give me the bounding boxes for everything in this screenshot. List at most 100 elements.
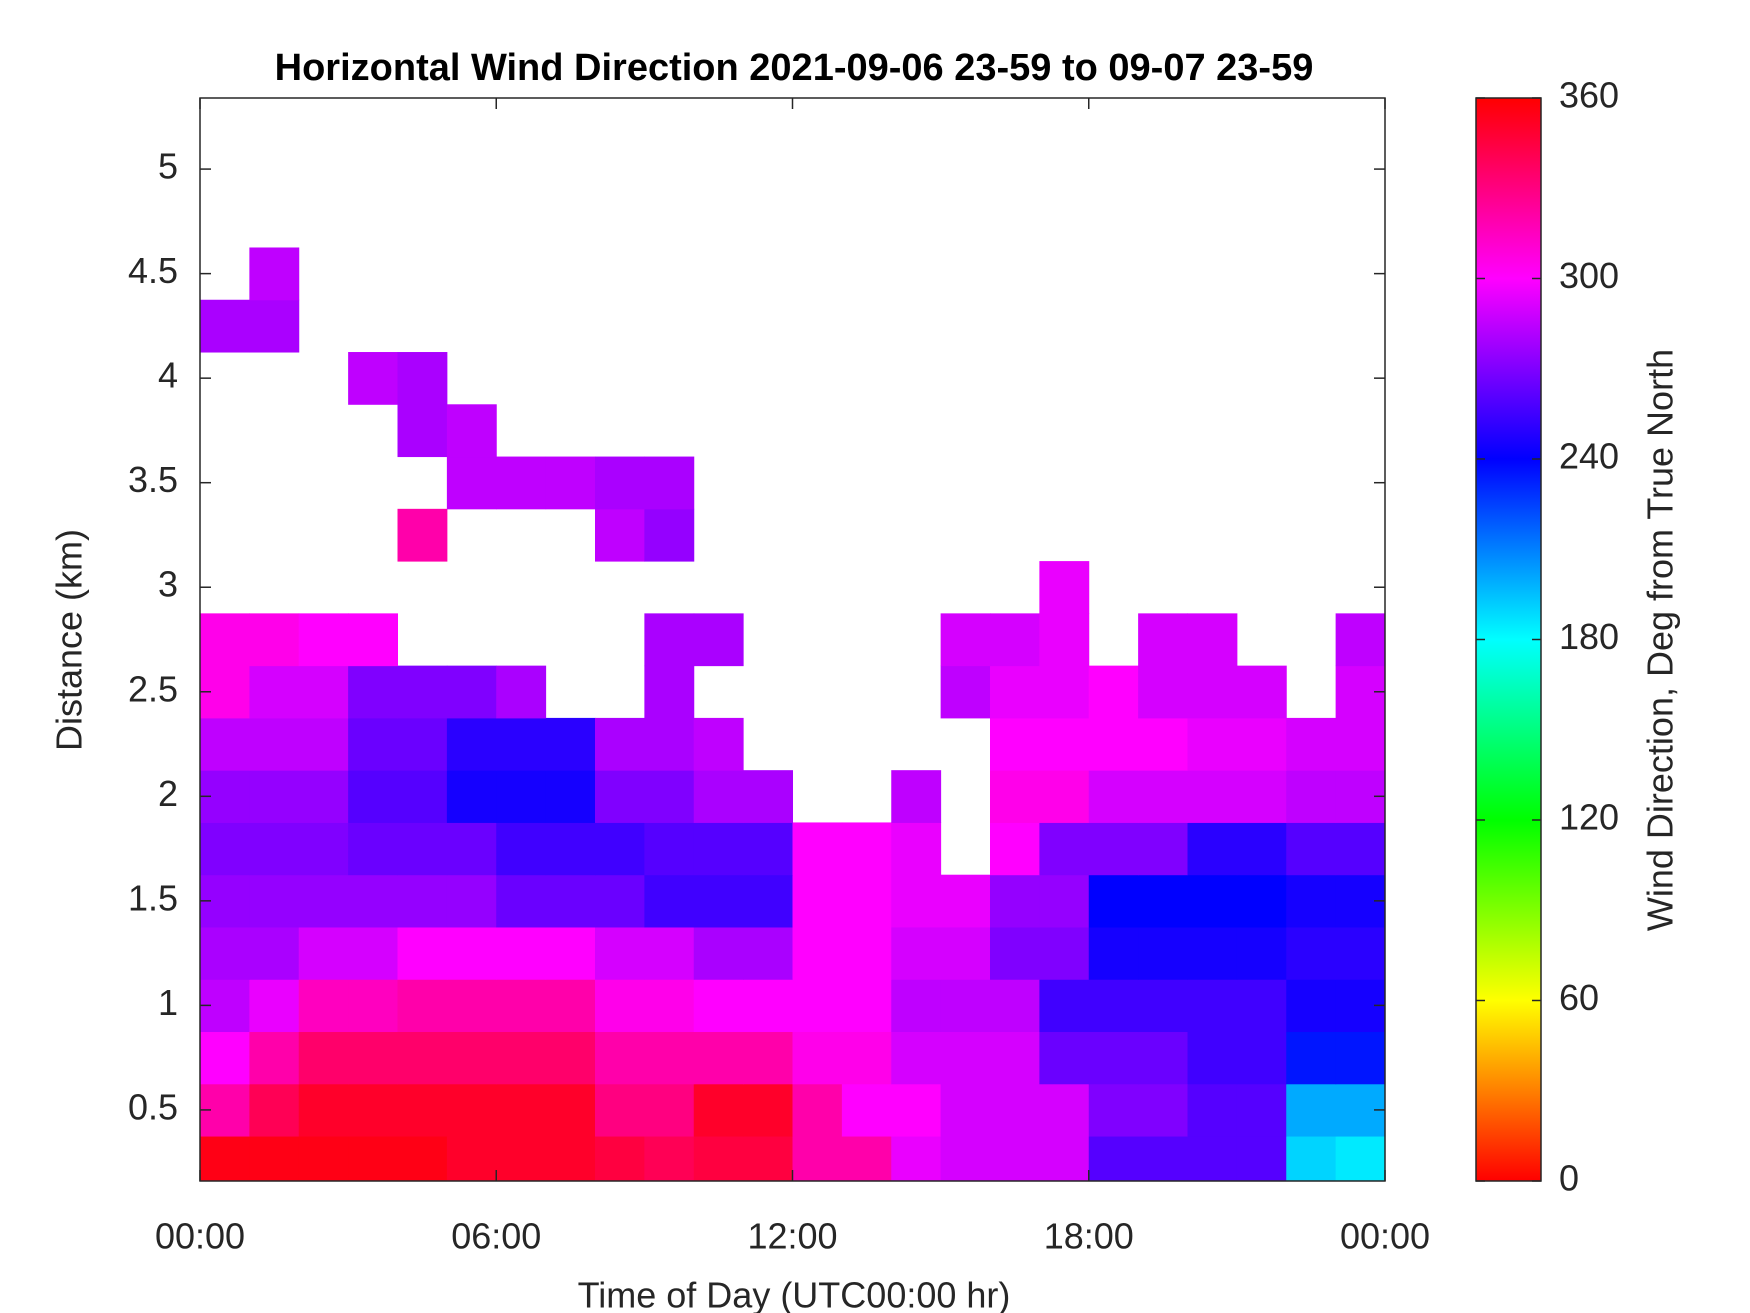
heatmap-cell <box>1286 1083 1337 1137</box>
heatmap-cell <box>644 822 695 876</box>
heatmap-cell <box>545 1083 596 1137</box>
heatmap-cell <box>496 665 547 719</box>
heatmap-cell <box>1335 613 1385 667</box>
heatmap-cell <box>1039 1083 1090 1137</box>
chart-title: Horizontal Wind Direction 2021-09-06 23-… <box>275 47 1314 89</box>
heatmap-cell <box>1187 665 1238 719</box>
heatmap-cell <box>249 979 300 1033</box>
heatmap-cell <box>298 717 349 771</box>
heatmap-cell <box>348 1031 398 1085</box>
heatmap-cell <box>545 979 596 1033</box>
heatmap-cell <box>644 979 695 1033</box>
heatmap-cell <box>891 822 942 876</box>
heatmap-cell <box>1187 979 1238 1033</box>
heatmap-cell <box>348 926 398 980</box>
heatmap-cell <box>348 874 398 928</box>
heatmap-cell <box>595 717 645 771</box>
heatmap-cell <box>644 926 695 980</box>
heatmap-cell <box>1286 770 1337 823</box>
heatmap-cell <box>545 1136 596 1181</box>
heatmap-cell <box>1286 926 1337 980</box>
heatmap-cell <box>940 1083 991 1137</box>
heatmap-cell <box>693 822 744 876</box>
colorbar-tick-label: 240 <box>1559 436 1619 477</box>
heatmap-cell <box>595 1136 645 1181</box>
heatmap-cell <box>693 1083 744 1137</box>
heatmap-cell <box>545 770 596 823</box>
heatmap-cell <box>1088 822 1139 876</box>
heatmap-cell <box>1039 717 1090 771</box>
heatmap-cell <box>644 613 695 667</box>
heatmap-cell <box>1088 874 1139 928</box>
heatmap-cell <box>249 1136 300 1181</box>
heatmap-cell <box>693 717 744 771</box>
heatmap-cell <box>200 1136 250 1181</box>
heatmap-cell <box>891 1136 942 1181</box>
colorbar-tick-label: 60 <box>1559 977 1599 1018</box>
heatmap-cell <box>1286 1136 1337 1181</box>
heatmap-cell <box>743 770 793 823</box>
heatmap-cell <box>792 874 843 928</box>
heatmap-cell <box>397 979 448 1033</box>
heatmap-cell <box>298 874 349 928</box>
heatmap-cell <box>990 874 1040 928</box>
heatmap-cell <box>249 247 300 301</box>
heatmap-cell <box>348 665 398 719</box>
heatmap-cell <box>693 770 744 823</box>
heatmap-cell <box>446 979 497 1033</box>
heatmap-cell <box>397 926 448 980</box>
heatmap-cell <box>446 456 497 510</box>
heatmap-cell <box>644 1083 695 1137</box>
heatmap-cell <box>1236 717 1287 771</box>
heatmap-cell <box>249 613 300 667</box>
heatmap-cell <box>348 1083 398 1137</box>
heatmap-cell <box>595 456 645 510</box>
heatmap-cell <box>397 508 448 562</box>
heatmap-cell <box>1138 1031 1188 1085</box>
heatmap-cell <box>496 926 547 980</box>
y-tick-label: 4 <box>158 355 178 396</box>
x-tick-label: 00:00 <box>155 1216 245 1257</box>
colorbar-tick-label: 0 <box>1559 1158 1579 1199</box>
heatmap-cell <box>1039 1136 1090 1181</box>
heatmap-cell <box>743 1031 793 1085</box>
heatmap-cell <box>891 770 942 823</box>
heatmap-cell <box>446 822 497 876</box>
x-tick-label: 06:00 <box>451 1216 541 1257</box>
heatmap-cell <box>1236 770 1287 823</box>
heatmap-cell <box>841 1031 892 1085</box>
heatmap-cell <box>496 1083 547 1137</box>
heatmap-cell <box>1187 1083 1238 1137</box>
heatmap-cell <box>397 717 448 771</box>
heatmap-cell <box>298 770 349 823</box>
heatmap-cell <box>841 874 892 928</box>
heatmap-cell <box>446 874 497 928</box>
heatmap-cell <box>200 1031 250 1085</box>
heatmap-cell <box>792 1136 843 1181</box>
heatmap-cell <box>595 1031 645 1085</box>
colorbar-tick-label: 180 <box>1559 616 1619 657</box>
heatmap-cell <box>1236 1031 1287 1085</box>
y-tick-label: 1.5 <box>128 877 178 918</box>
heatmap-cell <box>595 979 645 1033</box>
heatmap-cell <box>496 717 547 771</box>
heatmap-cell <box>595 1083 645 1137</box>
heatmap-cell <box>1187 717 1238 771</box>
heatmap-cell <box>298 926 349 980</box>
y-tick-label: 3 <box>158 564 178 605</box>
heatmap-cell <box>1039 1031 1090 1085</box>
heatmap-cell <box>397 404 448 458</box>
heatmap-cell <box>397 1031 448 1085</box>
heatmap-cell <box>1138 717 1188 771</box>
heatmap-cell <box>1187 1136 1238 1181</box>
heatmap-cell <box>1039 822 1090 876</box>
colorbar-tick-label: 360 <box>1559 75 1619 116</box>
heatmap-cell <box>298 1136 349 1181</box>
y-tick-label: 5 <box>158 146 178 187</box>
heatmap-cell <box>496 1136 547 1181</box>
heatmap-cell <box>595 508 645 562</box>
heatmap-cell <box>940 1031 991 1085</box>
heatmap-cell <box>595 822 645 876</box>
colorbar-label: Wind Direction, Deg from True North <box>1640 349 1681 931</box>
